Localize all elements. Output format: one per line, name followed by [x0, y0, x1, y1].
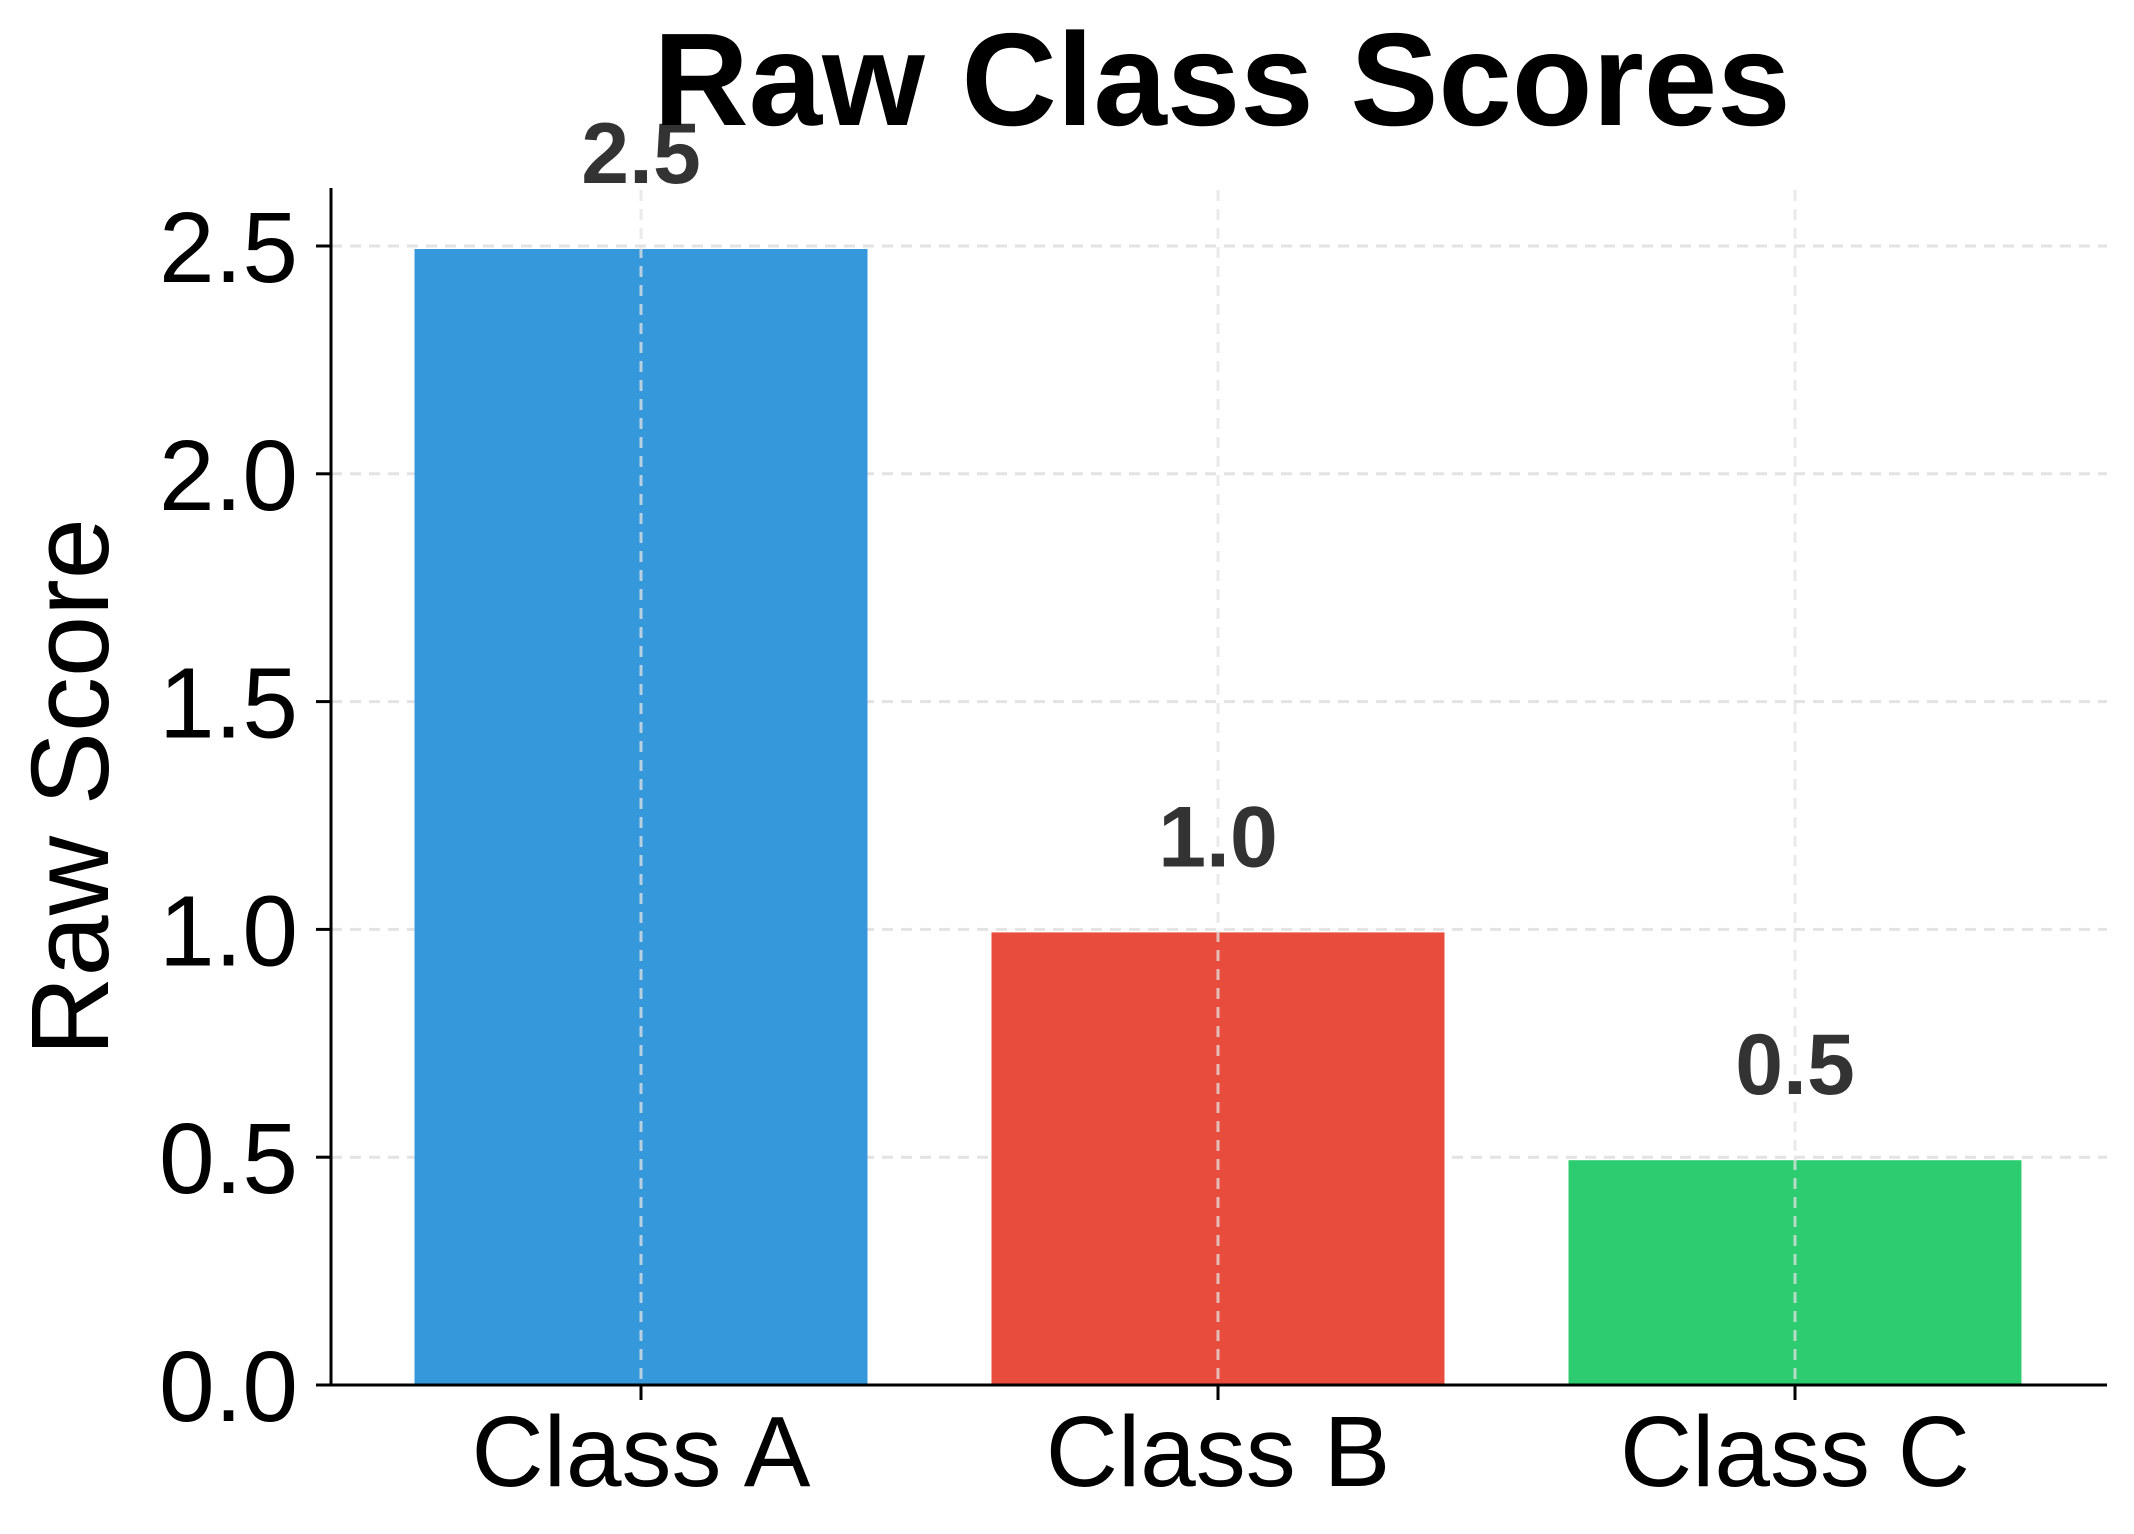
- value-labels: 2.5 1.0 0.5: [581, 106, 1855, 1113]
- y-tick-label: 1.5: [159, 648, 298, 760]
- bars: [414, 249, 2022, 1384]
- y-tick-label: 2.0: [159, 420, 298, 532]
- y-tick-label: 0.0: [159, 1331, 298, 1443]
- x-tick-label: Class A: [471, 1396, 810, 1508]
- chart-title: Raw Class Scores: [653, 6, 1790, 153]
- y-axis-ticks: 0.0 0.5 1.0 1.5 2.0 2.5: [159, 192, 331, 1443]
- y-tick-label: 2.5: [159, 192, 298, 304]
- bar-value-label: 0.5: [1735, 1017, 1855, 1113]
- x-axis-ticks: Class A Class B Class C: [471, 1385, 1970, 1508]
- x-tick-label: Class C: [1620, 1396, 1970, 1508]
- y-tick-label: 1.0: [159, 875, 298, 987]
- y-tick-label: 0.5: [159, 1103, 298, 1215]
- y-axis-label: Raw Score: [9, 518, 132, 1056]
- bar-value-label: 1.0: [1158, 789, 1278, 885]
- x-tick-label: Class B: [1046, 1396, 1391, 1508]
- bar-value-label: 2.5: [581, 106, 701, 202]
